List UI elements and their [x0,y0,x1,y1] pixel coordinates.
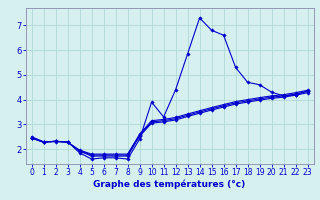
X-axis label: Graphe des températures (°c): Graphe des températures (°c) [93,180,246,189]
